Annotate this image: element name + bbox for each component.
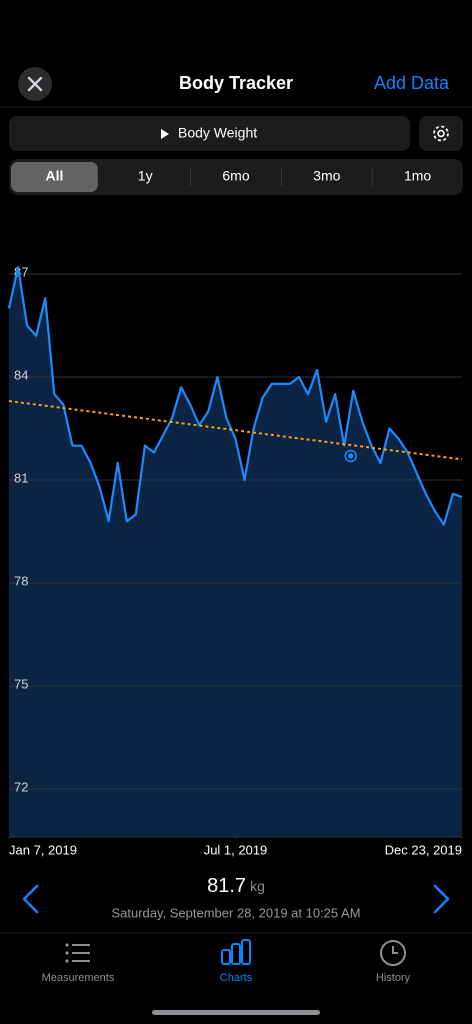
tab-icon-dot xyxy=(65,951,69,955)
tab-icon-bar xyxy=(221,949,231,965)
area xyxy=(9,267,462,837)
close-icon xyxy=(27,76,43,92)
y-tick-label: 75 xyxy=(14,676,28,691)
tab[interactable]: Charts xyxy=(220,939,253,984)
trend-line xyxy=(8,400,463,461)
x-tick-label: Jul 1, 2019 xyxy=(204,842,268,857)
selected-point xyxy=(348,453,354,459)
tab-icon-clock xyxy=(380,940,406,966)
metric-button-bg xyxy=(9,116,410,151)
tab-icon-bar xyxy=(231,943,241,965)
tab-icon-dot xyxy=(65,943,69,947)
tab-icon-dot xyxy=(65,959,69,963)
y-tick-label: 72 xyxy=(14,779,28,794)
selected-point-ring xyxy=(344,449,357,463)
readout: 81.7 kg xyxy=(207,875,265,897)
close-button[interactable] xyxy=(18,67,52,101)
tab-bar: Measurements Charts History xyxy=(42,939,411,984)
tab-icon-hands xyxy=(392,946,398,954)
previous-button[interactable] xyxy=(22,884,39,914)
gear-hub xyxy=(437,129,445,138)
next-button[interactable] xyxy=(433,884,450,914)
gear-teeth xyxy=(433,125,449,142)
play-icon xyxy=(161,129,169,139)
y-tick-label: 81 xyxy=(14,470,28,485)
metric-button[interactable]: Body Weight xyxy=(9,116,410,151)
range-option[interactable]: 3mo xyxy=(313,168,340,184)
tab[interactable]: Measurements xyxy=(42,943,115,984)
metric-button-label: Body Weight xyxy=(178,125,257,141)
x-tick-label: Dec 23, 2019 xyxy=(385,842,462,857)
readout-value: 81.7 xyxy=(207,875,246,897)
tab-label: History xyxy=(376,972,411,984)
range-option[interactable]: 1mo xyxy=(404,168,431,184)
tab-icon-bar xyxy=(241,939,251,965)
range-selected xyxy=(11,162,98,192)
tab[interactable]: History xyxy=(376,940,411,984)
home-indicator xyxy=(152,1010,320,1015)
readout-timestamp: Saturday, September 28, 2019 at 10:25 AM xyxy=(111,905,360,920)
range-control xyxy=(9,159,463,195)
y-tick-label: 78 xyxy=(14,573,28,588)
x-tick-label: Jan 7, 2019 xyxy=(9,842,77,857)
line xyxy=(7,266,463,526)
tab-label: Charts xyxy=(220,972,253,984)
add-data-button[interactable]: Add Data xyxy=(374,73,450,93)
y-tick-label: 84 xyxy=(14,367,28,382)
range-segments: All 1y 6mo 3mo 1mo xyxy=(11,162,431,192)
range-option[interactable]: 1y xyxy=(138,168,153,184)
settings-bg xyxy=(419,116,463,151)
readout-unit: kg xyxy=(250,878,265,894)
tab-label: Measurements xyxy=(42,972,115,984)
screen-title: Body Tracker xyxy=(179,73,293,93)
settings-button[interactable] xyxy=(419,116,463,151)
range-option[interactable]: 6mo xyxy=(222,168,249,184)
range-option[interactable]: All xyxy=(45,168,63,184)
